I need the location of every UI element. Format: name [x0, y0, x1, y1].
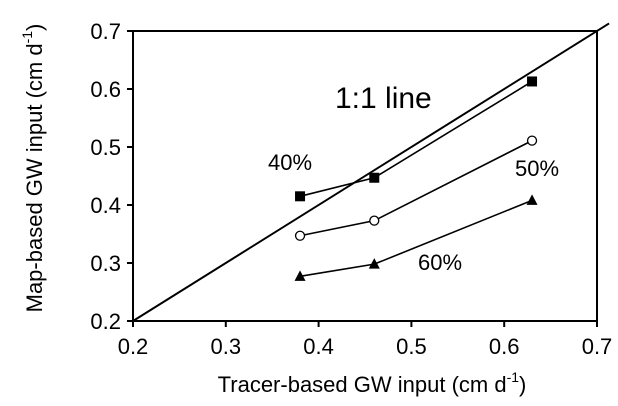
reference-line-label: 1:1 line — [335, 82, 432, 115]
data-point-60 — [368, 258, 380, 269]
series-label-60: 60% — [418, 250, 462, 275]
x-tick-label: 0.6 — [489, 334, 520, 359]
y-axis-title-end: ) — [22, 24, 47, 31]
series-line-60 — [299, 199, 533, 278]
data-point-50 — [526, 135, 538, 146]
y-axis-title-main: Map-based GW input (cm d — [22, 43, 47, 312]
x-axis-title-sup: -1 — [507, 369, 520, 385]
y-tick-label: 0.3 — [90, 251, 121, 276]
y-axis-title-sup: -1 — [19, 31, 35, 44]
y-tick-label: 0.5 — [90, 135, 121, 160]
x-tick-label: 0.3 — [211, 334, 242, 359]
data-point-60 — [294, 270, 306, 281]
x-tick-label: 0.2 — [118, 334, 149, 359]
series-label-40: 40% — [268, 150, 312, 175]
reference-line — [132, 22, 610, 322]
data-point-50 — [294, 230, 306, 241]
data-point-50 — [369, 215, 380, 226]
y-tick-label: 0.6 — [90, 77, 121, 102]
x-tick-label: 0.7 — [582, 334, 613, 359]
x-axis-title-main: Tracer-based GW input (cm d — [218, 372, 507, 397]
x-tick-label: 0.4 — [303, 334, 334, 359]
y-tick-label: 0.7 — [90, 19, 121, 44]
x-axis-title-end: ) — [519, 372, 526, 397]
y-tick-label: 0.4 — [90, 193, 121, 218]
y-axis-title: Map-based GW input (cm d-1) — [19, 24, 47, 313]
data-point-40 — [369, 172, 380, 183]
data-point-40 — [527, 76, 538, 87]
x-axis-title: Tracer-based GW input (cm d-1) — [218, 369, 527, 397]
x-tick-label: 0.5 — [396, 334, 427, 359]
data-point-60 — [526, 194, 538, 205]
plot-frame — [132, 30, 598, 322]
y-tick-label: 0.2 — [90, 309, 121, 334]
series-label-50: 50% — [515, 156, 559, 181]
data-point-40 — [295, 191, 306, 202]
